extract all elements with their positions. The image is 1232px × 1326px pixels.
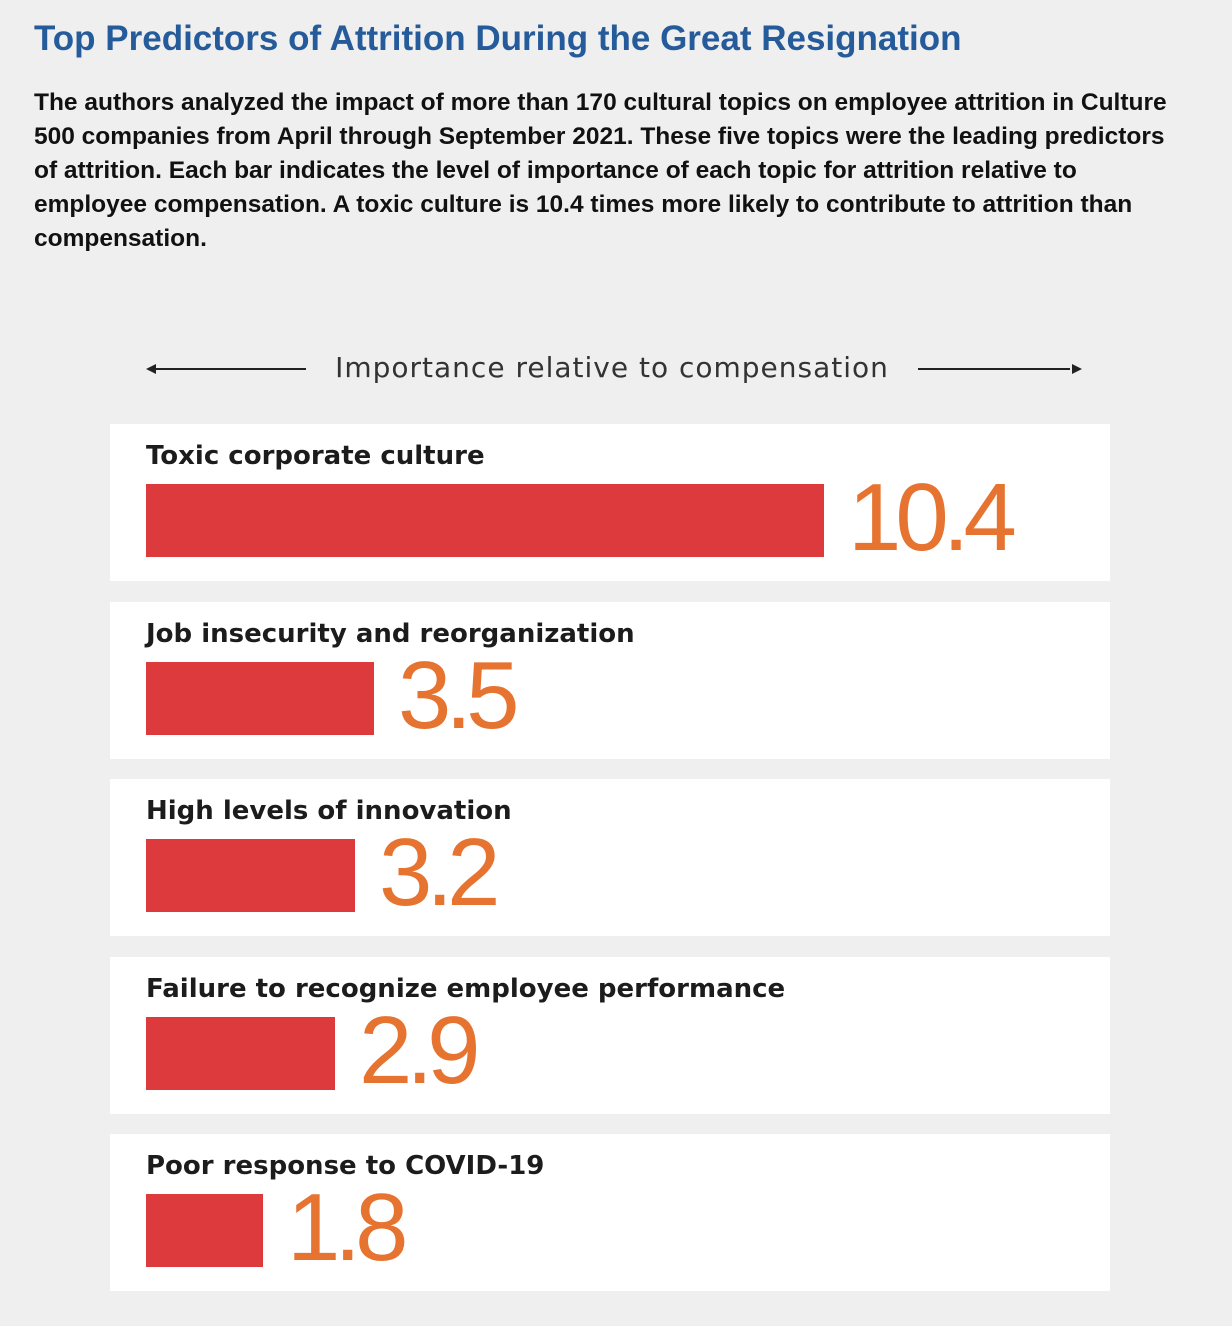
bar-row: Failure to recognize employee performanc… (110, 957, 1110, 1114)
bar (146, 484, 824, 557)
category-label: Toxic corporate culture (146, 441, 485, 471)
category-label: Failure to recognize employee performanc… (146, 974, 786, 1004)
value-label: 1.8 (287, 1174, 408, 1281)
bar-row: Job insecurity and reorganization 3.5 (110, 602, 1110, 759)
bar (146, 662, 374, 735)
value-label: 10.4 (848, 464, 1017, 571)
category-label: Poor response to COVID-19 (146, 1151, 545, 1181)
axis-line-left (154, 368, 306, 370)
bar-row: High levels of innovation 3.2 (110, 779, 1110, 936)
chart-description: The authors analyzed the impact of more … (34, 89, 1167, 252)
bar-row: Toxic corporate culture 10.4 (110, 424, 1110, 581)
arrow-left-icon (146, 364, 156, 374)
axis-line-right (918, 368, 1070, 370)
value-label: 3.2 (379, 819, 500, 926)
arrow-right-icon (1072, 364, 1082, 374)
value-label: 2.9 (359, 997, 480, 1104)
bar (146, 1017, 335, 1090)
category-label: Job insecurity and reorganization (146, 619, 635, 649)
x-axis-caption: Importance relative to compensation (146, 350, 1082, 386)
chart-title: Top Predictors of Attrition During the G… (34, 19, 962, 58)
bar (146, 839, 355, 912)
x-axis-label: Importance relative to compensation (335, 351, 889, 384)
value-label: 3.5 (398, 642, 519, 749)
bar-row: Poor response to COVID-19 1.8 (110, 1134, 1110, 1291)
category-label: High levels of innovation (146, 796, 512, 826)
bar (146, 1194, 263, 1267)
